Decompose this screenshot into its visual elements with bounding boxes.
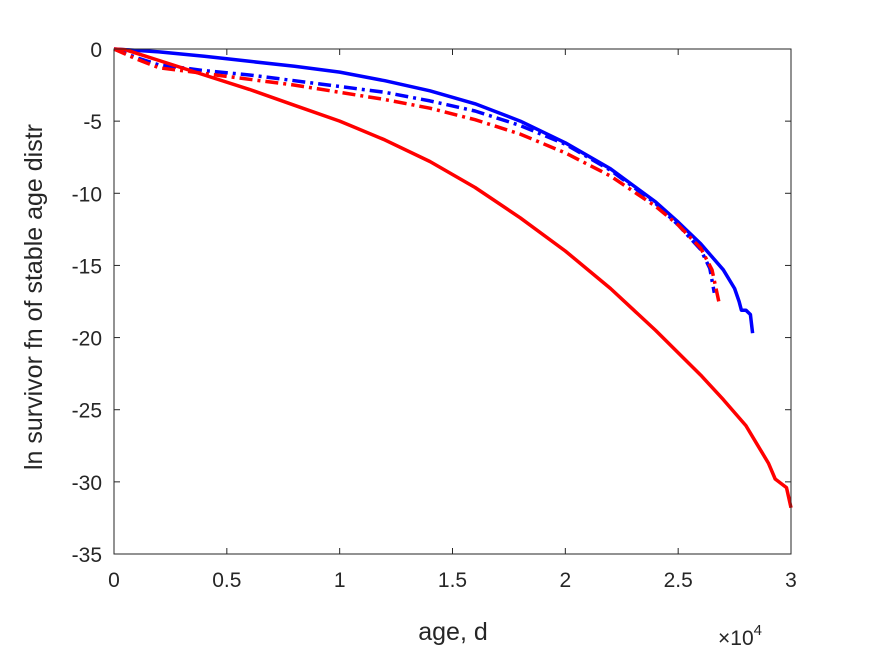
x-tick-label: 0.5 (212, 569, 241, 592)
series-line-4 (113, 47, 721, 302)
x-axis-exponent-base: ×10 (718, 627, 754, 650)
tick-layer: 0 0.5 1 1.5 2 2.5 3 0 -5 -10 -15 -20 -25 -30 -35 (72, 39, 797, 592)
x-tick-label: 2 (559, 569, 571, 592)
y-tick-label: -10 (72, 183, 102, 206)
x-tick-label: 1.5 (438, 569, 467, 592)
x-tick-label: 0 (108, 569, 120, 592)
x-axis-exponent: ×104 (718, 622, 762, 650)
x-tick-label: 3 (785, 569, 797, 592)
series-line-1 (113, 47, 755, 334)
y-tick-label: -15 (72, 255, 102, 278)
x-tick-label: 2.5 (664, 569, 693, 592)
y-tick-label: -20 (72, 328, 102, 351)
y-axis-label: ln survivor fn of stable age distr (20, 124, 48, 470)
y-tick-label: -35 (72, 544, 102, 567)
y-tick-label: -5 (83, 111, 102, 134)
y-tick-label: 0 (90, 39, 102, 62)
x-tick-label: 1 (334, 569, 346, 592)
x-axis-label: age, d (418, 618, 488, 646)
y-tick-label: -30 (72, 472, 102, 495)
x-axis-exponent-power: 4 (754, 622, 762, 639)
series-layer (113, 47, 793, 509)
y-tick-label: -25 (72, 400, 102, 423)
